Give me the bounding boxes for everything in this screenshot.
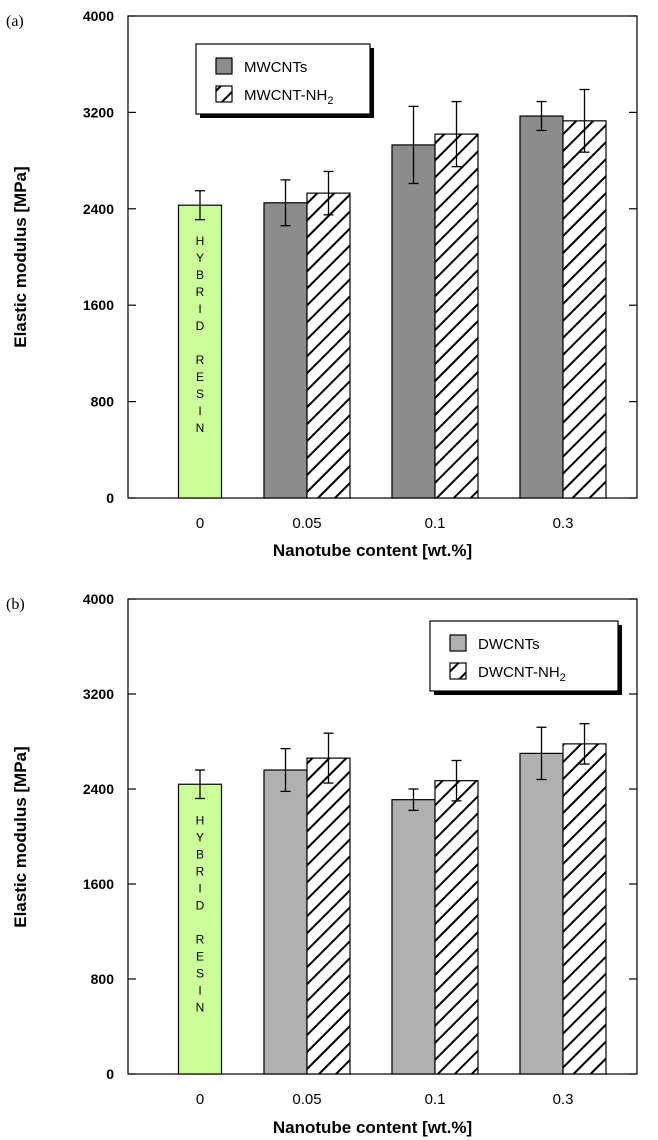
bar-label-letter: I — [198, 302, 201, 316]
bar-label-letter: S — [196, 966, 204, 980]
legend-swatch — [215, 57, 233, 75]
bar-dwcnt-nh — [562, 743, 607, 1075]
y-tick-label: 2400 — [83, 781, 114, 797]
bar-label-letter: R — [196, 932, 205, 946]
bar-hybrid-resin — [177, 783, 223, 1075]
bar-label-letter: N — [196, 1000, 205, 1014]
legend-label: DWCNT-NH2 — [478, 664, 566, 684]
y-tick-label: 3200 — [83, 686, 114, 702]
bar-label-letter: H — [196, 234, 205, 248]
bar-hybrid-resin — [177, 204, 223, 499]
y-axis-title: Elastic modulus [MPa] — [11, 166, 30, 347]
bar-label-letter: E — [196, 949, 204, 963]
bar-mwcnt-nh — [306, 192, 351, 499]
y-tick-label: 4000 — [83, 8, 114, 24]
bar-label-letter: E — [196, 370, 204, 384]
bar-label-letter: I — [198, 881, 201, 895]
x-tick-label: 0.05 — [292, 515, 321, 532]
y-tick-label: 1600 — [83, 876, 114, 892]
x-tick-label: 0.1 — [425, 1091, 446, 1108]
bar-dwcnt-nh — [306, 757, 351, 1075]
bar-label-letter: R — [196, 864, 205, 878]
legend-label: MWCNT-NH2 — [244, 87, 333, 107]
bar-label-letter: D — [196, 319, 205, 333]
chart-panel-b: (b) 0 800 1600 2400 3200 4000 0 0.05 0.1 0.3 Nanotu… — [6, 591, 638, 1137]
legend-label: DWCNTs — [478, 636, 540, 653]
bar-label-letter: N — [196, 421, 205, 435]
x-axis-title: Nanotube content [wt.%] — [273, 541, 472, 560]
bar-dwcnt-nh — [434, 780, 479, 1075]
y-tick-label: 4000 — [83, 591, 114, 607]
bar-label-letter: B — [196, 847, 204, 861]
bar-label-letter: I — [198, 983, 201, 997]
x-tick-label: 0 — [196, 1091, 204, 1108]
bar-dwcnts — [391, 799, 436, 1075]
legend-label: MWCNTs — [244, 59, 307, 76]
y-tick-label: 2400 — [83, 201, 114, 217]
legend-swatch — [449, 662, 467, 680]
y-tick-label: 3200 — [83, 104, 114, 120]
legend-swatch — [215, 85, 233, 103]
bar-label-letter: H — [196, 813, 205, 827]
bar-mwcnt-nh — [562, 120, 607, 499]
bar-mwcnt-nh — [434, 133, 479, 499]
bar-dwcnts — [263, 769, 308, 1075]
x-tick-label: 0.3 — [553, 515, 574, 532]
bar-mwcnts — [391, 144, 436, 499]
y-tick-label: 1600 — [83, 297, 114, 313]
bar-label-letter: I — [198, 404, 201, 418]
bar-label-letter: D — [196, 898, 205, 912]
bar-label-letter: B — [196, 268, 204, 282]
plot-frame — [127, 598, 638, 1075]
bar-label-letter: Y — [196, 830, 204, 844]
y-tick-label: 800 — [91, 394, 115, 410]
plot-frame — [127, 15, 638, 499]
panel-label: (b) — [6, 596, 25, 613]
y-axis-title: Elastic modulus [MPa] — [11, 746, 30, 927]
bar-label-letter: R — [196, 285, 205, 299]
panel-label: (a) — [6, 13, 24, 30]
bar-mwcnts — [519, 115, 564, 499]
chart-panel-a: (a) 0 800 1600 2400 3200 4000 0 0.05 0.1 0.3 Nanotu… — [6, 8, 638, 560]
y-tick-label: 800 — [91, 971, 115, 987]
legend-swatch — [449, 634, 467, 652]
x-tick-label: 0.3 — [553, 1091, 574, 1108]
x-axis-title: Nanotube content [wt.%] — [273, 1118, 472, 1137]
bar-label-letter: R — [196, 353, 205, 367]
bar-label-letter: S — [196, 387, 204, 401]
y-tick-label: 0 — [106, 1066, 114, 1082]
bar-dwcnts — [519, 752, 564, 1075]
bar-label-letter: Y — [196, 251, 204, 265]
x-tick-label: 0.05 — [292, 1091, 321, 1108]
x-tick-label: 0 — [196, 515, 204, 532]
x-tick-label: 0.1 — [425, 515, 446, 532]
bar-mwcnts — [263, 202, 308, 499]
y-tick-label: 0 — [106, 490, 114, 506]
